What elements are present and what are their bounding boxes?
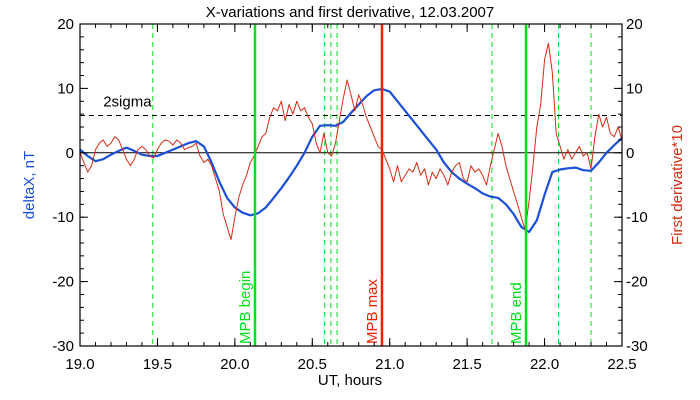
threshold-label: 2sigma <box>103 93 152 110</box>
y-axis-right-label: First derivative*10 <box>669 125 686 245</box>
x-tick-label-1: 19.5 <box>143 356 172 373</box>
y-left-tick-label-1: 10 <box>57 80 74 97</box>
x-tick-label-4: 21.0 <box>375 356 404 373</box>
y-axis-right: 20 10 0 -10 -20 -30 <box>614 16 648 355</box>
series-line-deltaX <box>79 87 623 234</box>
x-tick-label-3: 20.5 <box>298 356 327 373</box>
plot-frame <box>79 23 623 347</box>
x-tick-label-6: 22.0 <box>530 356 559 373</box>
y-right-tick-label-5: -30 <box>626 338 648 355</box>
y-right-tick-label-1: 10 <box>626 80 643 97</box>
y-left-tick-label-2: 0 <box>66 145 74 162</box>
marker-label-2: MPB end <box>508 282 525 344</box>
x-tick-label-5: 21.5 <box>453 356 482 373</box>
x-axis-label: UT, hours <box>318 372 382 389</box>
y-left-tick-label-4: -20 <box>52 274 74 291</box>
series-line-derivative <box>79 42 623 241</box>
marker-label-0: MPB begin <box>237 271 254 344</box>
y-axis-left: 20 10 0 -10 -20 -30 <box>52 16 88 355</box>
chart-title: X-variations and first derivative, 12.03… <box>206 4 495 21</box>
y-left-tick-label-0: 20 <box>57 16 74 33</box>
plot-area: 2sigma MPB begin MPB max MPB end <box>79 24 623 346</box>
y-left-tick-label-3: -10 <box>52 209 74 226</box>
x-tick-label-0: 19.0 <box>65 356 94 373</box>
y-right-tick-label-0: 20 <box>626 16 643 33</box>
y-right-tick-label-2: 0 <box>626 145 634 162</box>
y-left-tick-label-5: -30 <box>52 338 74 355</box>
marker-label-1: MPB max <box>364 278 381 344</box>
x-tick-label-7: 22.5 <box>607 356 636 373</box>
y-axis-left-label: deltaX, nT <box>21 151 38 219</box>
y-right-tick-label-4: -20 <box>626 274 648 291</box>
x-axis: 19.0 19.5 20.0 20.5 21.0 21.5 22.0 22.5 <box>65 24 637 373</box>
y-right-tick-label-3: -10 <box>626 209 648 226</box>
x-tick-label-2: 20.0 <box>220 356 249 373</box>
